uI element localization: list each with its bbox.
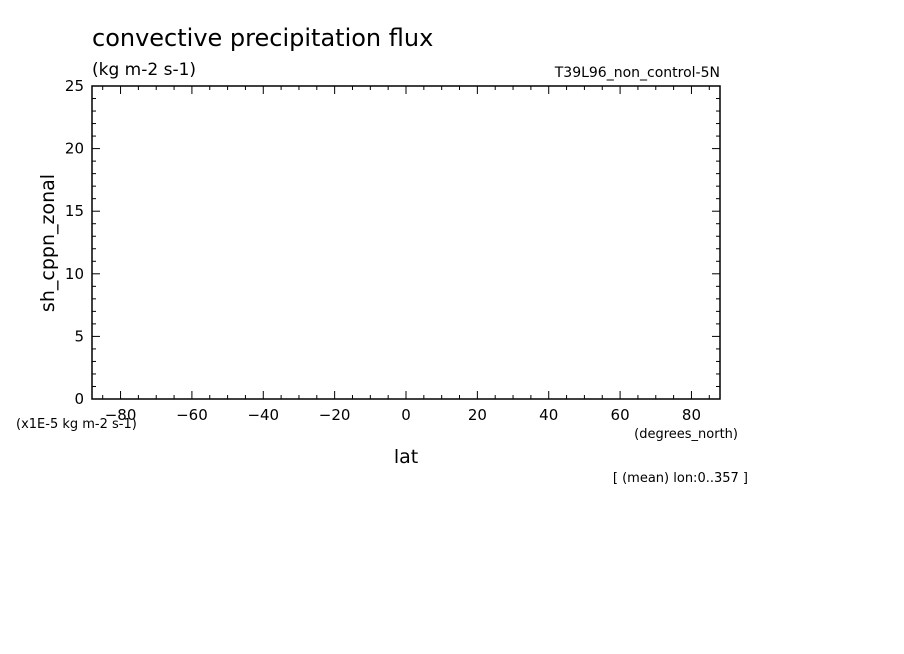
dataset-label: T39L96_non_control-5N xyxy=(554,65,720,81)
chart-units-subtitle: (kg m-2 s-1) xyxy=(92,60,196,80)
x-tick-labels: −80 −60 −40 −20 0 20 40 60 80 xyxy=(105,406,701,424)
x-axis-units: (degrees_north) xyxy=(634,427,738,442)
y-tick-label: 20 xyxy=(65,140,84,158)
chart-title: convective precipitation flux xyxy=(92,24,433,52)
y-tick-label: 25 xyxy=(65,77,84,95)
x-tick-label: 40 xyxy=(539,406,558,424)
axis-ticks xyxy=(92,85,720,400)
y-tick-label: 5 xyxy=(74,327,84,345)
y-axis-units: (x1E-5 kg m-2 s-1) xyxy=(16,417,137,432)
averaging-footnote: [ (mean) lon:0..357 ] xyxy=(613,471,748,486)
x-tick-label: −40 xyxy=(247,406,279,424)
x-tick-label: −60 xyxy=(176,406,208,424)
y-tick-label: 0 xyxy=(74,390,84,408)
y-axis-label: sh_cppn_zonal xyxy=(37,174,59,312)
y-tick-label: 10 xyxy=(65,265,84,283)
x-tick-label: 60 xyxy=(611,406,630,424)
x-tick-label: −20 xyxy=(319,406,351,424)
y-tick-labels: 0 5 10 15 20 25 xyxy=(65,77,84,408)
x-tick-label: 80 xyxy=(682,406,701,424)
x-axis-label: lat xyxy=(394,446,418,468)
x-tick-label: −80 xyxy=(105,406,137,424)
x-tick-label: 0 xyxy=(401,406,411,424)
y-tick-label: 15 xyxy=(65,202,84,220)
x-tick-label: 20 xyxy=(468,406,487,424)
plot-frame xyxy=(91,85,721,400)
